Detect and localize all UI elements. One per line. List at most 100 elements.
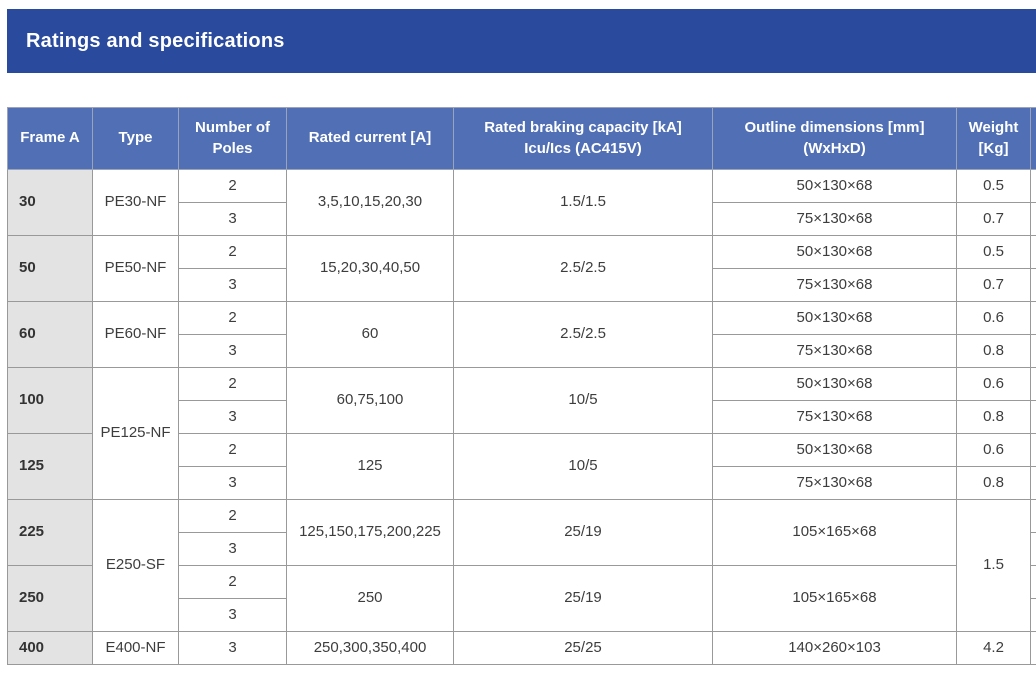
col-header-braking: Rated braking capacity [kA] Icu/Ics (AC4… [453, 107, 713, 170]
col-header-dims: Outline dimensions [mm] (WxHxD) [712, 107, 957, 170]
frame-cell: 50 [7, 235, 93, 302]
clipped-cell [1030, 400, 1036, 434]
dims-cell: 75×130×68 [712, 334, 957, 368]
dims-cell: 105×165×68 [712, 499, 957, 566]
braking-cell: 25/19 [453, 565, 713, 632]
poles-cell: 3 [178, 466, 287, 500]
frame-cell: 125 [7, 433, 93, 500]
dims-cell: 75×130×68 [712, 400, 957, 434]
braking-cell: 2.5/2.5 [453, 301, 713, 368]
weight-cell: 0.5 [956, 169, 1031, 203]
clipped-cell [1030, 235, 1036, 269]
dims-cell: 50×130×68 [712, 367, 957, 401]
current-cell: 15,20,30,40,50 [286, 235, 454, 302]
frame-cell: 30 [7, 169, 93, 236]
frame-cell: 400 [7, 631, 93, 665]
clipped-cell [1030, 202, 1036, 236]
braking-cell: 25/25 [453, 631, 713, 665]
table-row: 225 E250-SF 2 125,150,175,200,225 25/19 … [7, 499, 1036, 632]
poles-cell: 2 [178, 235, 287, 269]
table-row: 3 75×130×68 0.8 [8, 400, 1036, 434]
dims-cell: 140×260×103 [712, 631, 957, 665]
col-header-frame: Frame A [7, 107, 93, 170]
weight-cell: 0.7 [956, 202, 1031, 236]
clipped-cell [1030, 268, 1036, 302]
poles-cell: 3 [178, 400, 287, 434]
type-cell: PE125-NF [92, 367, 179, 500]
table-body: 30 PE30-NF 2 3,5,10,15,20,30 1.5/1.5 50×… [7, 169, 1036, 665]
poles-cell: 3 [178, 334, 287, 368]
clipped-cell [1030, 466, 1036, 500]
header-row: Frame A Type Number of Poles Rated curre… [7, 107, 1036, 170]
weight-cell: 0.7 [956, 268, 1031, 302]
dims-cell: 50×130×68 [712, 433, 957, 467]
dims-cell: 50×130×68 [712, 235, 957, 269]
poles-cell: 2 [178, 169, 287, 203]
current-cell: 60,75,100 [286, 367, 454, 434]
braking-cell: 1.5/1.5 [453, 169, 713, 236]
poles-cell: 3 [178, 532, 287, 566]
dims-cell: 105×165×68 [712, 565, 957, 632]
poles-cell: 3 [178, 598, 287, 632]
dims-cell: 75×130×68 [712, 268, 957, 302]
col-header-current: Rated current [A] [286, 107, 454, 170]
col-header-poles: Number of Poles [178, 107, 287, 170]
frame-cell: 225 [7, 499, 93, 566]
dims-cell: 75×130×68 [712, 202, 957, 236]
spec-table: Frame A Type Number of Poles Rated curre… [7, 107, 1036, 665]
type-cell: E250-SF [92, 499, 179, 632]
poles-cell: 2 [178, 367, 287, 401]
clipped-cell [1030, 433, 1036, 467]
spec-table-container: Frame A Type Number of Poles Rated curre… [7, 107, 1036, 673]
weight-cell: 0.6 [956, 433, 1031, 467]
current-cell: 125 [286, 433, 454, 500]
poles-cell: 2 [178, 565, 287, 599]
clipped-cell [1030, 598, 1036, 632]
dims-cell: 50×130×68 [712, 169, 957, 203]
col-header-type: Type [92, 107, 179, 170]
table-row: 3 75×130×68 0.7 [8, 202, 1036, 236]
braking-cell: 2.5/2.5 [453, 235, 713, 302]
current-cell: 60 [286, 301, 454, 368]
type-cell: PE50-NF [92, 235, 179, 302]
type-cell: PE30-NF [92, 169, 179, 236]
weight-cell: 0.6 [956, 301, 1031, 335]
table-row: 100 PE125-NF 2 60,75,100 10/5 50×130×68 … [7, 367, 1036, 500]
clipped-cell [1030, 631, 1036, 665]
col-header-clipped [1030, 107, 1036, 170]
type-cell: PE60-NF [92, 301, 179, 368]
table-row: 3 75×130×68 0.8 [8, 334, 1036, 368]
table-row: 3 [8, 532, 1036, 566]
weight-cell: 1.5 [956, 499, 1031, 632]
table-row: 250 2 250 25/19 105×165×68 [7, 565, 1036, 632]
table-row: 125 2 125 10/5 50×130×68 0.6 [7, 433, 1036, 500]
current-cell: 125,150,175,200,225 [286, 499, 454, 566]
section-title-bar: Ratings and specifications [7, 9, 1036, 73]
weight-cell: 4.2 [956, 631, 1031, 665]
current-cell: 250,300,350,400 [286, 631, 454, 665]
frame-cell: 100 [7, 367, 93, 434]
dims-cell: 50×130×68 [712, 301, 957, 335]
weight-cell: 0.8 [956, 400, 1031, 434]
weight-cell: 0.5 [956, 235, 1031, 269]
weight-cell: 0.8 [956, 334, 1031, 368]
current-cell: 250 [286, 565, 454, 632]
braking-cell: 25/19 [453, 499, 713, 566]
braking-cell: 10/5 [453, 367, 713, 434]
poles-cell: 2 [178, 499, 287, 533]
clipped-cell [1030, 499, 1036, 533]
weight-cell: 0.8 [956, 466, 1031, 500]
clipped-cell [1030, 169, 1036, 203]
clipped-cell [1030, 301, 1036, 335]
clipped-cell [1030, 334, 1036, 368]
clipped-cell [1030, 367, 1036, 401]
table-row: 60 PE60-NF 2 60 2.5/2.5 50×130×68 0.6 [7, 301, 1036, 368]
table-row: 50 PE50-NF 2 15,20,30,40,50 2.5/2.5 50×1… [7, 235, 1036, 302]
frame-cell: 60 [7, 301, 93, 368]
frame-cell: 250 [7, 565, 93, 632]
clipped-cell [1030, 565, 1036, 599]
section-title: Ratings and specifications [26, 29, 285, 52]
weight-cell: 0.6 [956, 367, 1031, 401]
col-header-weight: Weight [Kg] [956, 107, 1031, 170]
